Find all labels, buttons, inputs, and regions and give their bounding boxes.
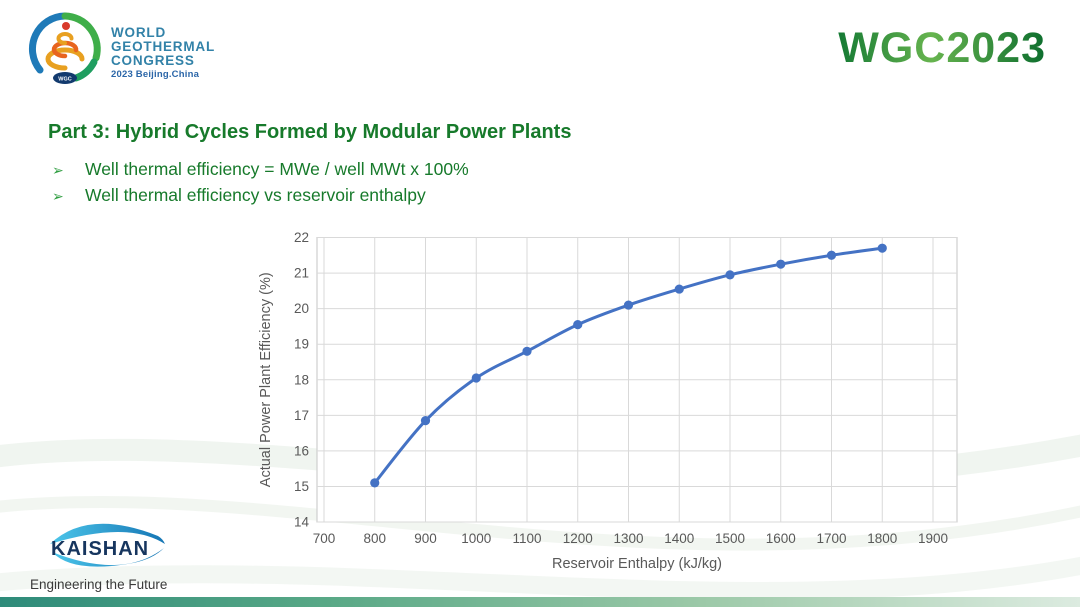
kaishan-lower-arc [52,548,164,567]
svg-text:18: 18 [294,372,309,387]
svg-text:WGC: WGC [58,77,71,83]
congress-logo-line1: WORLD [111,25,166,40]
svg-text:Actual Power Plant Efficiency: Actual Power Plant Efficiency (%) [258,272,274,487]
svg-text:1800: 1800 [867,531,897,546]
bullet-text: Well thermal efficiency = MWe / well MWt… [85,159,469,179]
wgc-congress-logo: WGC WORLD GEOTHERMAL CONGRESS 2023 Beiji… [28,12,215,88]
svg-text:16: 16 [294,443,309,458]
bullet-arrow-icon: ➢ [52,162,64,178]
kaishan-logo: KAISHAN [50,523,165,567]
congress-logo-line2: GEOTHERMAL [111,38,215,54]
svg-text:1300: 1300 [613,531,643,546]
page-title: Part 3: Hybrid Cycles Formed by Modular … [48,121,572,143]
svg-text:1600: 1600 [766,531,796,546]
svg-text:14: 14 [294,515,310,530]
svg-text:1000: 1000 [461,531,491,546]
congress-logo-subtitle: 2023 Beijing.China [111,69,200,81]
svg-text:15: 15 [294,479,309,494]
svg-text:Reservoir Enthalpy (kJ/kg): Reservoir Enthalpy (kJ/kg) [552,556,722,572]
efficiency-chart: 14 15 16 17 18 19 20 21 22 700 800 900 1000 1100 1200 1… [258,230,958,572]
svg-text:1700: 1700 [816,531,846,546]
svg-text:22: 22 [294,230,309,245]
wgc2023-wordmark: WGC2023 [838,24,1046,72]
kaishan-logo-text: KAISHAN [51,538,149,560]
svg-text:21: 21 [294,266,309,281]
wgc-congress-logo-icon: WGC [28,12,101,84]
svg-text:1100: 1100 [512,531,541,546]
svg-text:17: 17 [294,408,309,423]
svg-text:19: 19 [294,337,309,352]
svg-text:1400: 1400 [664,531,694,546]
footer-tagline: Engineering the Future [30,577,168,592]
bullet-arrow-icon: ➢ [52,188,64,204]
bullet-list: ➢ Well thermal efficiency = MWe / well M… [52,159,469,211]
bullet-item: ➢ Well thermal efficiency vs reservoir e… [52,185,469,211]
footer-bar [0,597,1080,607]
svg-text:900: 900 [414,531,437,546]
congress-logo-line3: CONGRESS [111,52,195,68]
svg-text:1200: 1200 [563,531,593,546]
svg-text:20: 20 [294,301,309,316]
bullet-item: ➢ Well thermal efficiency = MWe / well M… [52,159,469,185]
svg-text:1500: 1500 [715,531,745,546]
svg-text:1900: 1900 [918,531,948,546]
bullet-text: Well thermal efficiency vs reservoir ent… [85,185,426,205]
svg-text:800: 800 [363,531,386,546]
kaishan-upper-arc [50,523,165,544]
svg-text:700: 700 [313,531,336,546]
